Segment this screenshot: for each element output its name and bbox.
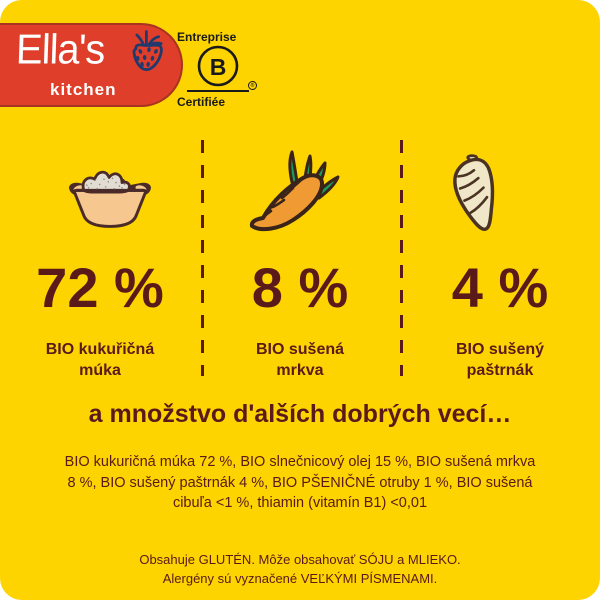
svg-text:B: B <box>210 54 227 80</box>
